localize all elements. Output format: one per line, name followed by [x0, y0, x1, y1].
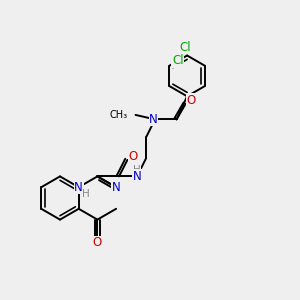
Text: O: O — [128, 150, 137, 163]
Text: N: N — [133, 170, 141, 183]
Text: O: O — [186, 94, 196, 107]
Text: CH₃: CH₃ — [110, 110, 128, 120]
Text: O: O — [93, 236, 102, 250]
Text: Cl: Cl — [179, 40, 190, 54]
Text: N: N — [74, 181, 83, 194]
Text: H: H — [133, 165, 141, 175]
Text: N: N — [112, 181, 121, 194]
Text: Cl: Cl — [172, 54, 184, 68]
Text: N: N — [149, 113, 158, 126]
Text: H: H — [82, 189, 90, 199]
